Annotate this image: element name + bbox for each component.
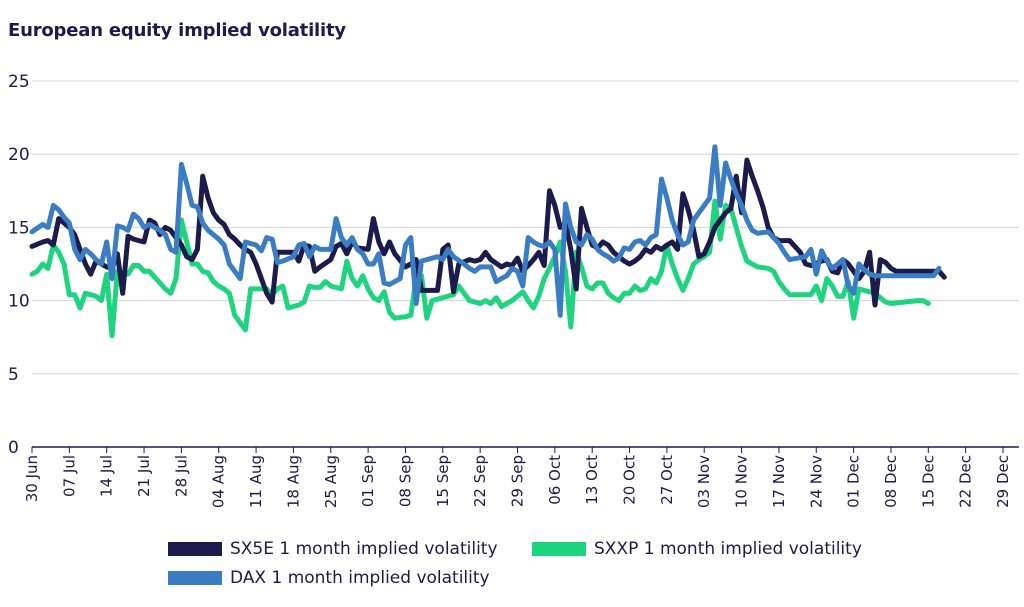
legend-item-dax: DAX 1 month implied volatility — [168, 568, 490, 588]
x-tick-label: 03 Nov — [695, 455, 713, 508]
line-chart: 0 5 10 15 20 25 30 Jun 07 Jul 14 Jul 21 Jul 28 Ju… — [8, 72, 1019, 508]
x-tick-label: 01 Sep — [359, 455, 377, 507]
y-tick-label: 15 — [8, 218, 30, 238]
y-tick-label: 10 — [8, 292, 30, 312]
x-tick-label: 22 Sep — [471, 455, 489, 507]
legend-swatch-sx5e — [168, 542, 222, 556]
x-tick-label: 10 Nov — [733, 455, 751, 508]
x-tick-label: 22 Dec — [957, 455, 975, 508]
series-line-sxxp — [29, 198, 931, 339]
x-tick-label: 25 Aug — [322, 455, 340, 508]
x-axis-ticks: 30 Jun 07 Jul 14 Jul 21 Jul 28 Jul 04 Aug 11 A… — [23, 447, 1012, 508]
x-tick-label: 29 Dec — [994, 455, 1012, 508]
x-tick-label: 07 Jul — [60, 455, 78, 497]
legend-swatch-dax — [168, 571, 222, 585]
series-line-sx5e — [29, 157, 947, 308]
y-tick-label: 25 — [8, 72, 30, 92]
chart-title: European equity implied volatility — [8, 20, 346, 41]
legend-swatch-sxxp — [532, 542, 586, 556]
x-tick-label: 30 Jun — [23, 455, 41, 502]
x-tick-label: 28 Jul — [172, 455, 190, 497]
x-tick-label: 18 Aug — [284, 455, 302, 508]
x-tick-label: 08 Sep — [396, 455, 414, 507]
legend-label-sx5e: SX5E 1 month implied volatility — [230, 539, 498, 559]
x-tick-label: 21 Jul — [135, 455, 153, 497]
x-tick-label: 15 Dec — [919, 455, 937, 508]
legend-item-sx5e: SX5E 1 month implied volatility — [168, 539, 498, 559]
legend-label-dax: DAX 1 month implied volatility — [230, 568, 490, 588]
x-tick-label: 08 Dec — [882, 455, 900, 508]
x-tick-label: 06 Oct — [546, 455, 564, 505]
series-lines — [29, 144, 947, 339]
y-tick-label: 20 — [8, 145, 30, 165]
x-tick-label: 17 Nov — [770, 455, 788, 508]
x-tick-label: 01 Dec — [845, 455, 863, 508]
x-tick-label: 20 Oct — [621, 455, 639, 505]
x-tick-label: 15 Sep — [434, 455, 452, 507]
y-axis-ticks: 0 5 10 15 20 25 — [8, 72, 30, 458]
x-tick-label: 29 Sep — [508, 455, 526, 507]
x-tick-label: 13 Oct — [583, 455, 601, 505]
x-tick-label: 27 Oct — [658, 455, 676, 505]
y-tick-label: 0 — [8, 438, 19, 458]
x-tick-label: 04 Aug — [210, 455, 228, 508]
legend-item-sxxp: SXXP 1 month implied volatility — [532, 539, 862, 559]
x-tick-label: 11 Aug — [247, 455, 265, 508]
x-tick-label: 14 Jul — [98, 455, 116, 497]
x-tick-label: 24 Nov — [807, 455, 825, 508]
y-tick-label: 5 — [8, 365, 19, 385]
series-line-dax — [29, 144, 942, 318]
legend-label-sxxp: SXXP 1 month implied volatility — [594, 539, 862, 559]
